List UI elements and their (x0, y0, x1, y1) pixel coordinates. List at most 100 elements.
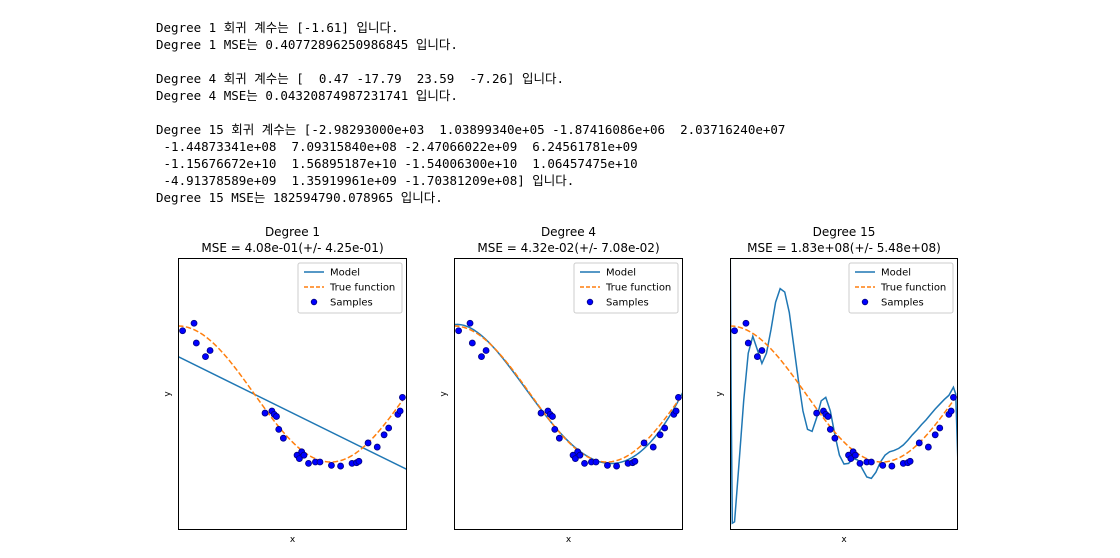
legend-box (573, 262, 679, 314)
true-function-line (730, 325, 958, 463)
legend-box (297, 262, 403, 314)
legend: Model True function Samples (573, 262, 679, 314)
sample-point (355, 457, 363, 465)
sample-point (731, 327, 738, 335)
sample-point (826, 425, 834, 433)
sample-point (316, 458, 324, 466)
sample-point (179, 327, 186, 335)
output-line: Degree 15 MSE는 182594790.078965 입니다. (156, 190, 443, 205)
y-axis-label: y (715, 391, 725, 397)
sample-point (576, 451, 584, 459)
plot-area (730, 258, 958, 525)
sample-point (867, 458, 875, 466)
sample-point (936, 424, 944, 432)
sample-point (328, 461, 335, 469)
model-line (730, 258, 958, 525)
sample-point (753, 353, 761, 361)
sample-point (831, 434, 839, 442)
sample-point (279, 434, 287, 442)
sample-point (758, 347, 766, 354)
sample-point (468, 339, 476, 347)
sample-point (305, 459, 312, 467)
sample-point (742, 319, 750, 327)
sample-point (879, 461, 887, 469)
sample-point (675, 393, 682, 401)
sample-point (656, 431, 664, 439)
x-axis-label: x (566, 535, 572, 545)
chart-title: Degree 1 (265, 225, 320, 239)
legend-label: True function (329, 283, 395, 294)
axes-frame (730, 258, 958, 530)
legend-samples-swatch (310, 298, 318, 306)
y-axis-label: y (439, 391, 449, 397)
output-line: Degree 15 회귀 계수는 [-2.98293000e+03 1.0389… (156, 122, 786, 137)
sample-point (537, 409, 545, 417)
sample-point (478, 353, 485, 361)
subplot-degree-15: Degree 15 MSE = 1.83e+08(+/- 5.48e+08) x y M… (715, 225, 958, 545)
sample-point (852, 451, 859, 459)
plot-area (454, 319, 683, 470)
sample-point (947, 407, 955, 415)
sample-point (661, 424, 669, 432)
sample-point (924, 443, 932, 451)
sample-point (206, 347, 214, 354)
sample-point (364, 439, 372, 447)
x-axis-label: x (841, 535, 847, 545)
subplot-degree-1: Degree 1 MSE = 4.08e-01(+/- 4.25e-01) x y Mo… (163, 225, 407, 545)
sample-point (549, 413, 556, 420)
sample-point (640, 439, 648, 447)
sample-point (824, 413, 832, 420)
sample-point (551, 425, 559, 433)
sample-point (847, 455, 855, 463)
legend-label: Model (330, 268, 360, 279)
sample-point (385, 424, 393, 432)
chart-subtitle: MSE = 1.83e+08(+/- 5.48e+08) (747, 241, 941, 255)
sample-point (273, 413, 280, 420)
sample-point (466, 319, 474, 327)
legend-label: Samples (330, 298, 373, 309)
sample-point (396, 407, 404, 415)
sample-point (950, 393, 957, 401)
chart-title: Degree 15 (813, 225, 876, 239)
sample-point (592, 458, 600, 466)
sample-point (813, 409, 821, 417)
legend-label: Samples (606, 298, 649, 309)
sample-point (604, 461, 611, 469)
sample-point (672, 407, 680, 415)
legend-label: True function (880, 283, 946, 294)
sample-point (275, 425, 283, 433)
chart-title: Degree 4 (541, 225, 596, 239)
legend-samples-swatch (586, 298, 594, 306)
legend-box (848, 262, 954, 314)
model-line (178, 355, 407, 471)
legend: Model True function Samples (297, 262, 403, 314)
sample-point (455, 327, 462, 335)
legend: Model True function Samples (848, 262, 954, 314)
sample-point (261, 409, 269, 417)
x-axis-label: x (290, 535, 296, 545)
sample-point (295, 455, 303, 463)
output-line: -1.15676672e+10 1.56895187e+10 -1.540063… (156, 156, 638, 171)
sample-point (631, 457, 639, 465)
chart-subtitle: MSE = 4.08e-01(+/- 4.25e-01) (201, 241, 383, 255)
sample-point (888, 462, 896, 470)
true-function-line (178, 325, 407, 463)
sample-point (300, 451, 308, 459)
sample-point (931, 431, 939, 439)
sample-point (613, 462, 620, 470)
chart-subtitle: MSE = 4.32e-02(+/- 7.08e-02) (477, 241, 659, 255)
plot-area (178, 319, 407, 471)
subplot-degree-4: Degree 4 MSE = 4.32e-02(+/- 7.08e-02) x y Mo… (439, 225, 683, 545)
legend-label: Model (606, 268, 636, 279)
sample-point (373, 443, 381, 451)
sample-point (581, 459, 588, 467)
sample-point (915, 439, 923, 447)
legend-label: True function (605, 283, 671, 294)
output-line: -1.44873341e+08 7.09315840e+08 -2.470660… (156, 139, 638, 154)
sample-point (744, 339, 752, 347)
y-axis-label: y (163, 391, 173, 397)
output-line: Degree 1 MSE는 0.40772896250986845 입니다. (156, 37, 458, 52)
sample-point (482, 347, 490, 354)
true-function-line (454, 325, 683, 463)
